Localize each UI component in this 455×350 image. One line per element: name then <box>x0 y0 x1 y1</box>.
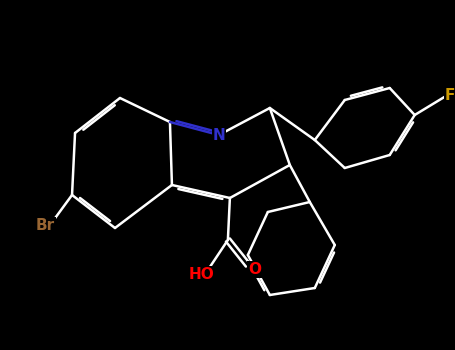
Text: O: O <box>248 262 261 277</box>
Text: HO: HO <box>188 267 214 282</box>
Text: F: F <box>445 88 455 103</box>
Text: Br: Br <box>36 217 55 232</box>
Text: N: N <box>212 127 225 142</box>
